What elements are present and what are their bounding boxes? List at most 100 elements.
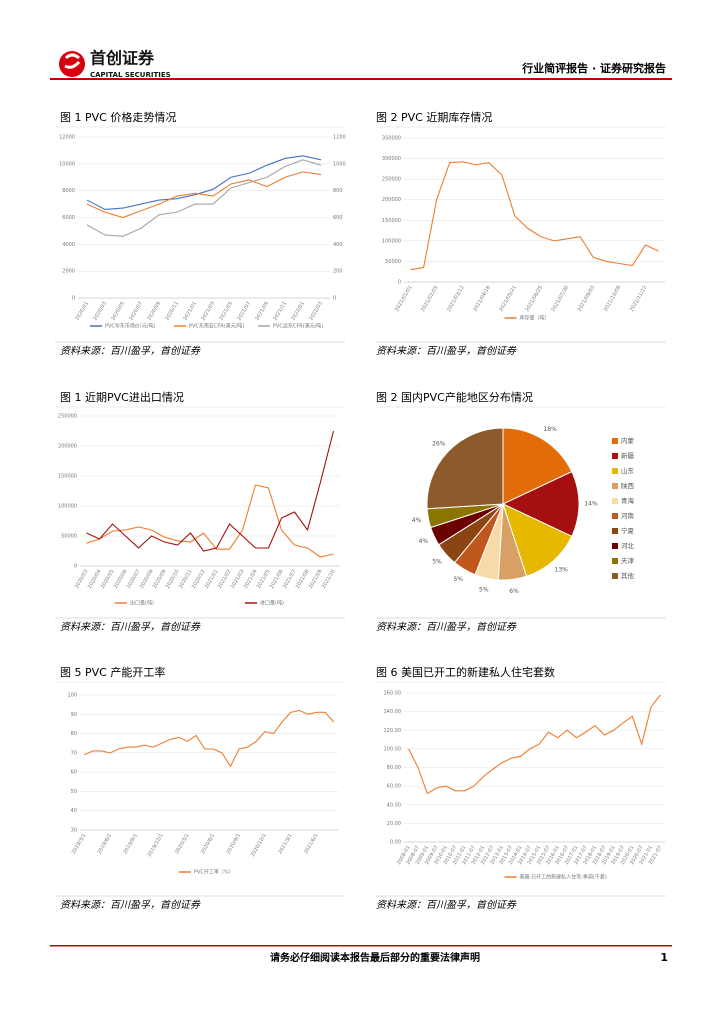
y-tick-label: 250000 xyxy=(382,177,401,183)
legend-label: 其他 xyxy=(621,571,635,580)
x-tick-label: 2021/11/12 xyxy=(629,285,649,313)
figure-source: 资料来源：百川盈孚，首创证券 xyxy=(60,345,201,357)
y-tick-label: 4000 xyxy=(62,242,75,248)
x-tick-label: 2021/05 xyxy=(218,301,234,322)
x-tick-label: 2021/03 xyxy=(200,301,216,322)
pie-slice xyxy=(501,470,580,538)
y-tick-label: 10000 xyxy=(59,161,75,167)
y-tick-label: 12000 xyxy=(59,135,75,141)
x-tick-label: 2020/12/1 xyxy=(250,833,268,858)
legend-swatch xyxy=(612,558,618,564)
y-tick-label: 80.00 xyxy=(387,765,401,771)
legend-label: 青海 xyxy=(621,496,635,505)
x-tick-label: 2021/04/16 xyxy=(472,285,492,313)
pie-label: 6% xyxy=(509,588,519,595)
pie-label: 18% xyxy=(543,426,557,433)
legend-swatch xyxy=(612,438,618,444)
y-tick-label: 50000 xyxy=(385,259,401,265)
figure-title: 图 2 PVC 近期库存情况 xyxy=(376,110,492,124)
y-tick-label: 8000 xyxy=(62,188,75,194)
pie-label: 13% xyxy=(555,567,569,574)
legend-swatch xyxy=(612,468,618,474)
x-tick-label: 2021/11 xyxy=(272,301,288,322)
x-tick-label: 2022/03 xyxy=(308,301,324,322)
legend-swatch xyxy=(612,498,618,504)
y-tick-label: 60.00 xyxy=(387,784,401,790)
x-tick-label: 2020/11 xyxy=(164,301,180,322)
x-tick-label: 2020/3/1 xyxy=(174,833,190,855)
x-tick-label: 2021/07 xyxy=(236,301,252,322)
x-tick-label: 2021/09 xyxy=(254,301,270,322)
logo-en: CAPITAL SECURITIES xyxy=(90,71,171,79)
y-tick-label: 6000 xyxy=(62,215,75,221)
x-tick-label: 2021/01 xyxy=(182,301,198,322)
pie-slice xyxy=(426,427,504,510)
figure-source: 资料来源：百川盈孚，首创证券 xyxy=(376,899,517,911)
y-tick-label: 250000 xyxy=(58,414,77,420)
legend-swatch xyxy=(612,573,618,579)
x-tick-label: 2021/6/1 xyxy=(303,833,319,855)
x-tick-label: 2020/9/1 xyxy=(226,833,242,855)
x-tick-label: 2019/12/1 xyxy=(147,833,165,858)
y-tick-label: 60 xyxy=(71,770,77,776)
x-tick-label: 2020/07 xyxy=(128,301,144,322)
pie-label: 4% xyxy=(412,517,422,524)
y-tick-label: 120.00 xyxy=(384,728,402,734)
y2-tick-label: 800 xyxy=(333,188,343,194)
page-number: 1 xyxy=(660,951,668,964)
y-tick-label: 300000 xyxy=(382,156,401,162)
y-tick-label: 70 xyxy=(71,750,77,756)
x-tick-label: 2021/07/30 xyxy=(551,285,571,313)
x-tick-label: 2021/3/1 xyxy=(277,833,293,855)
pie-label: 4% xyxy=(419,538,429,545)
x-tick-label: 2020/05 xyxy=(110,301,126,322)
line-series xyxy=(86,171,322,219)
y2-tick-label: 600 xyxy=(333,215,343,221)
legend-label: 美国:已开工的新建私人住宅:季调(千套) xyxy=(520,874,607,881)
y-tick-label: 150000 xyxy=(382,218,401,224)
y-tick-label: 140.00 xyxy=(384,709,402,715)
x-tick-label: 2021/05/21 xyxy=(498,285,518,313)
line-series xyxy=(86,430,335,552)
x-tick-label: 2020/09 xyxy=(146,301,162,322)
x-tick-label: 2020/03 xyxy=(92,301,108,322)
y-tick-label: 40 xyxy=(71,808,77,814)
pie-slice xyxy=(502,427,573,505)
pie-label: 14% xyxy=(584,501,598,508)
y-tick-label: 100000 xyxy=(58,504,77,510)
y-tick-label: 150000 xyxy=(58,474,77,480)
y-tick-label: 30 xyxy=(71,828,77,834)
footer-rule xyxy=(50,945,672,947)
legend-label: PVC远东CFR(美元/吨) xyxy=(273,323,323,330)
figure-source: 资料来源：百川盈孚，首创证券 xyxy=(376,621,517,633)
line-series xyxy=(410,161,659,271)
pie-label: 5% xyxy=(432,559,442,566)
legend-label: 天津 xyxy=(621,557,635,565)
line-series xyxy=(86,155,322,211)
x-tick-label: 2022/01 xyxy=(290,301,306,322)
header-rule xyxy=(50,78,672,80)
legend-label: PVC开工率（%） xyxy=(194,869,234,876)
legend-label: 河北 xyxy=(621,542,635,550)
x-tick-label: 2021/10/08 xyxy=(603,285,623,313)
figure-source: 资料来源：百川盈孚，首创证券 xyxy=(376,345,517,357)
y-tick-label: 2000 xyxy=(62,269,75,275)
legend-label: 库存量（吨） xyxy=(520,315,550,322)
y2-tick-label: 0 xyxy=(333,296,336,302)
footer-notice: 请务必仔细阅读本报告最后部分的重要法律声明 xyxy=(270,951,480,964)
legend-swatch xyxy=(612,513,618,519)
x-tick-label: 2021/09/03 xyxy=(577,285,597,313)
y2-tick-label: 400 xyxy=(333,242,343,248)
figure-title: 图 2 国内PVC产能地区分布情况 xyxy=(376,390,533,404)
pie-label: 5% xyxy=(479,586,489,593)
y-tick-label: 80 xyxy=(71,731,77,737)
x-tick-label: 2021/01/01 xyxy=(394,285,414,313)
legend-label: 出口量(吨) xyxy=(130,600,154,607)
y-tick-label: 100 xyxy=(67,693,77,699)
y-tick-label: 0 xyxy=(398,280,401,286)
y2-tick-label: 1200 xyxy=(333,135,346,141)
y-tick-label: 50 xyxy=(71,789,77,795)
y-tick-label: 40.00 xyxy=(387,802,401,808)
pie-slice xyxy=(502,503,573,577)
y-tick-label: 100000 xyxy=(382,238,401,244)
